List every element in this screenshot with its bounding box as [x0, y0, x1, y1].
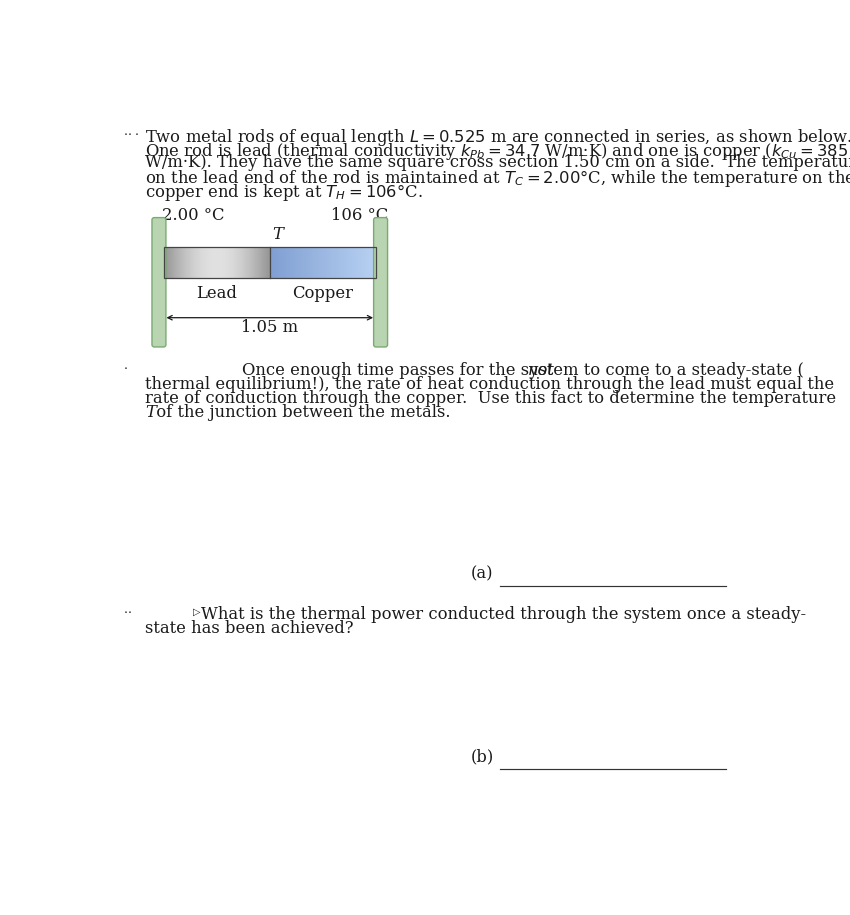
Text: state has been achieved?: state has been achieved?	[145, 620, 354, 638]
Text: of the junction between the metals.: of the junction between the metals.	[151, 404, 450, 421]
Text: 1.05 m: 1.05 m	[241, 319, 298, 336]
Text: not: not	[529, 362, 555, 380]
Text: T: T	[272, 226, 283, 243]
Text: $\cdot$: $\cdot$	[123, 361, 127, 374]
Text: Lead: Lead	[196, 285, 237, 302]
Text: (a): (a)	[471, 565, 494, 583]
FancyBboxPatch shape	[374, 218, 388, 347]
Text: T: T	[145, 404, 156, 421]
Text: $\cdot\!\cdot$: $\cdot\!\cdot$	[123, 605, 133, 618]
Text: What is the thermal power conducted through the system once a steady-: What is the thermal power conducted thro…	[201, 607, 806, 623]
Text: rate of conduction through the copper.  Use this fact to determine the temperatu: rate of conduction through the copper. U…	[145, 390, 836, 407]
Text: thermal equilibrium!), the rate of heat conduction through the lead must equal t: thermal equilibrium!), the rate of heat …	[145, 376, 834, 393]
Text: W/m·K). They have the same square cross section 1.50 cm on a side.  The temperat: W/m·K). They have the same square cross …	[145, 155, 850, 171]
Text: copper end is kept at $T_H = 106°$C.: copper end is kept at $T_H = 106°$C.	[145, 182, 422, 203]
Text: (b): (b)	[471, 748, 494, 766]
Text: 106 °C: 106 °C	[331, 207, 388, 224]
Text: One rod is lead (thermal conductivity $k_{Pb} = 34.7$ W/m·K) and one is copper (: One rod is lead (thermal conductivity $k…	[145, 141, 848, 162]
Text: 2.00 °C: 2.00 °C	[162, 207, 224, 224]
Text: on the lead end of the rod is maintained at $T_C = 2.00°$C, while the temperatur: on the lead end of the rod is maintained…	[145, 168, 850, 189]
Text: $\cdot\!\cdot\!\cdot$: $\cdot\!\cdot\!\cdot$	[123, 127, 139, 140]
Text: $\triangleright$: $\triangleright$	[191, 607, 201, 618]
Text: Copper: Copper	[292, 285, 354, 302]
Text: Once enough time passes for the system to come to a steady-state (: Once enough time passes for the system t…	[242, 362, 804, 380]
Text: Two metal rods of equal length $L = 0.525$ m are connected in series, as shown b: Two metal rods of equal length $L = 0.52…	[145, 127, 850, 147]
FancyBboxPatch shape	[152, 218, 166, 347]
Bar	[163, 247, 376, 277]
